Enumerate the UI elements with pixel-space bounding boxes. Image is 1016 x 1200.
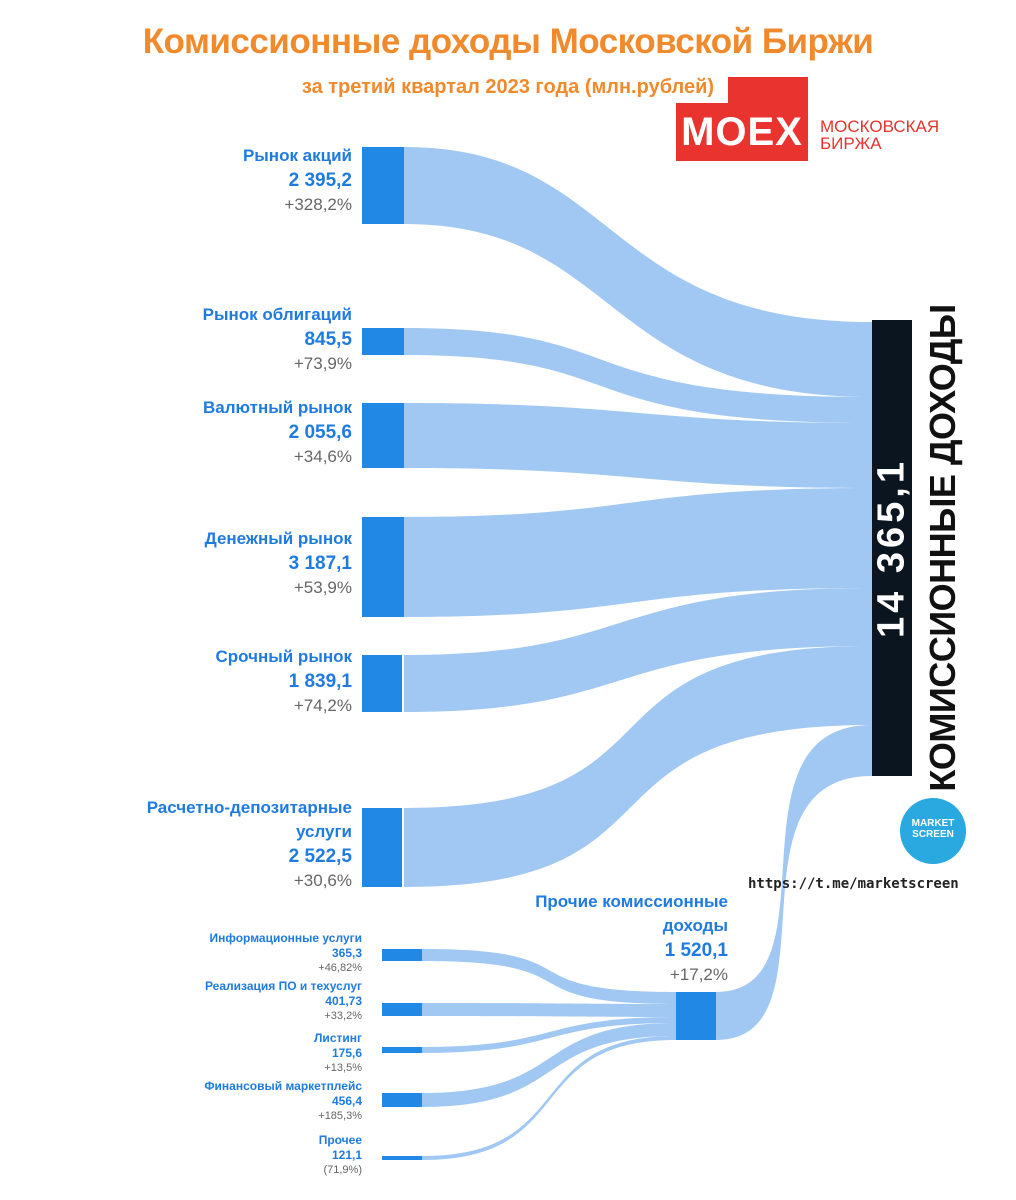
label-bonds: Рынок облигаций 845,5 +73,9%	[203, 303, 352, 375]
label-info: Информационные услуги 365,3 +46,82%	[209, 931, 362, 976]
label-name: Финансовый маркетплейс	[204, 1079, 362, 1093]
label-value: 1 839,1	[288, 671, 352, 692]
node-info	[382, 949, 422, 961]
label-value: 2 395,2	[288, 170, 352, 191]
flow-money	[404, 488, 872, 617]
label-name-line2: услуги	[295, 822, 352, 841]
label-value: 3 187,1	[288, 553, 352, 574]
label-derivatives: Срочный рынок 1 839,1 +74,2%	[215, 645, 352, 717]
moex-logo: MOEX	[676, 77, 808, 161]
label-change: +34,6%	[293, 447, 352, 466]
label-software: Реализация ПО и техуслуг 401,73 +33,2%	[205, 979, 362, 1024]
label-name: Рынок облигаций	[202, 305, 352, 324]
node-marketplace	[382, 1093, 422, 1107]
moex-logo-text: MOEX	[676, 103, 808, 161]
badge-line2: SCREEN	[912, 829, 954, 840]
label-listing: Листинг 175,6 +13,5%	[314, 1031, 362, 1076]
label-name: Валютный рынок	[203, 398, 352, 417]
label-name: Срочный рынок	[215, 647, 352, 666]
label-value: 175,6	[331, 1046, 362, 1060]
label-change: +53,9%	[293, 578, 352, 597]
label-value: 2 055,6	[288, 422, 352, 443]
flow-marketplace	[422, 1023, 676, 1107]
flow-listing	[422, 1017, 676, 1053]
node-money	[362, 517, 404, 617]
label-marketplace: Финансовый маркетплейс 456,4 +185,3%	[204, 1079, 362, 1124]
label-fx: Валютный рынок 2 055,6 +34,6%	[203, 396, 352, 468]
total-label: КОМИССИОННЫЕ ДОХОДЫ	[922, 304, 963, 792]
total-bar-label-area: 14 365,1	[870, 320, 913, 776]
marketscreen-badge-icon: MARKET SCREEN	[900, 798, 966, 864]
node-software	[382, 1003, 422, 1016]
node-derivatives	[362, 655, 402, 712]
page-subtitle: за третий квартал 2023 года (млн.рублей)	[301, 76, 715, 98]
label-change: +13,5%	[324, 1062, 362, 1074]
label-money: Денежный рынок 3 187,1 +53,9%	[205, 527, 352, 599]
flows	[404, 147, 872, 1160]
node-stocks	[362, 147, 404, 224]
brand-name-line1: МОСКОВСКАЯ	[820, 117, 940, 136]
label-name: Денежный рынок	[204, 529, 352, 548]
node-misc	[382, 1156, 422, 1160]
label-change: +74,2%	[293, 696, 352, 715]
label-change: +17,2%	[669, 965, 728, 984]
total-bar	[872, 320, 912, 776]
label-other: Прочие комиссионные доходы 1 520,1 +17,2…	[535, 890, 728, 986]
label-value: 365,3	[331, 946, 362, 960]
moex-brand-name: МОСКОВСКАЯ БИРЖА	[820, 118, 939, 152]
flow-stocks	[404, 147, 872, 397]
label-name-line1: Расчетно-депозитарные	[146, 798, 352, 817]
label-change: +33,2%	[324, 1010, 362, 1022]
label-stocks: Рынок акций 2 395,2 +328,2%	[243, 144, 352, 216]
flow-depository	[404, 646, 872, 887]
label-change: +328,2%	[284, 195, 352, 214]
label-depository: Расчетно-депозитарные услуги 2 522,5 +30…	[147, 796, 352, 892]
node-fx	[362, 403, 404, 468]
flow-software	[422, 1003, 676, 1017]
node-bonds	[362, 328, 404, 355]
label-value: 2 522,5	[288, 846, 352, 867]
nodes	[362, 147, 716, 1160]
page-title: Комиссионные доходы Московской Биржи	[142, 22, 874, 61]
label-name: Листинг	[314, 1031, 362, 1045]
label-value: 121,1	[331, 1148, 362, 1162]
flow-other	[716, 725, 872, 1040]
flow-info	[422, 949, 676, 1004]
label-name: Информационные услуги	[209, 931, 362, 945]
flow-derivatives	[404, 588, 872, 712]
label-name-line2: доходы	[662, 916, 728, 935]
total-value: 14 365,1	[870, 458, 913, 638]
flow-fx	[404, 403, 872, 488]
label-name-line1: Прочие комиссионные	[535, 892, 728, 911]
moex-logo-tab	[728, 77, 808, 103]
label-name: Рынок акций	[242, 146, 352, 165]
label-value: 845,5	[304, 329, 352, 350]
label-name: Реализация ПО и техуслуг	[204, 979, 362, 993]
label-change: +73,9%	[293, 354, 352, 373]
brand-name-line2: БИРЖА	[820, 134, 882, 153]
label-value: 401,73	[325, 994, 362, 1008]
label-misc: Прочее 121,1 (71,9%)	[319, 1133, 362, 1178]
node-listing	[382, 1047, 422, 1053]
label-change: (71,9%)	[323, 1164, 362, 1176]
flow-bonds	[404, 328, 872, 423]
node-other	[676, 992, 716, 1040]
flow-misc	[422, 1036, 676, 1160]
node-depository	[362, 808, 402, 887]
badge-line1: MARKET	[911, 818, 955, 829]
label-change: +185,3%	[318, 1110, 362, 1122]
label-change: +30,6%	[293, 871, 352, 890]
label-value: 1 520,1	[664, 940, 728, 961]
label-value: 456,4	[331, 1094, 362, 1108]
telegram-link[interactable]: https://t.me/marketscreen	[748, 876, 959, 892]
label-name: Прочее	[318, 1133, 362, 1147]
label-change: +46,82%	[318, 962, 362, 974]
